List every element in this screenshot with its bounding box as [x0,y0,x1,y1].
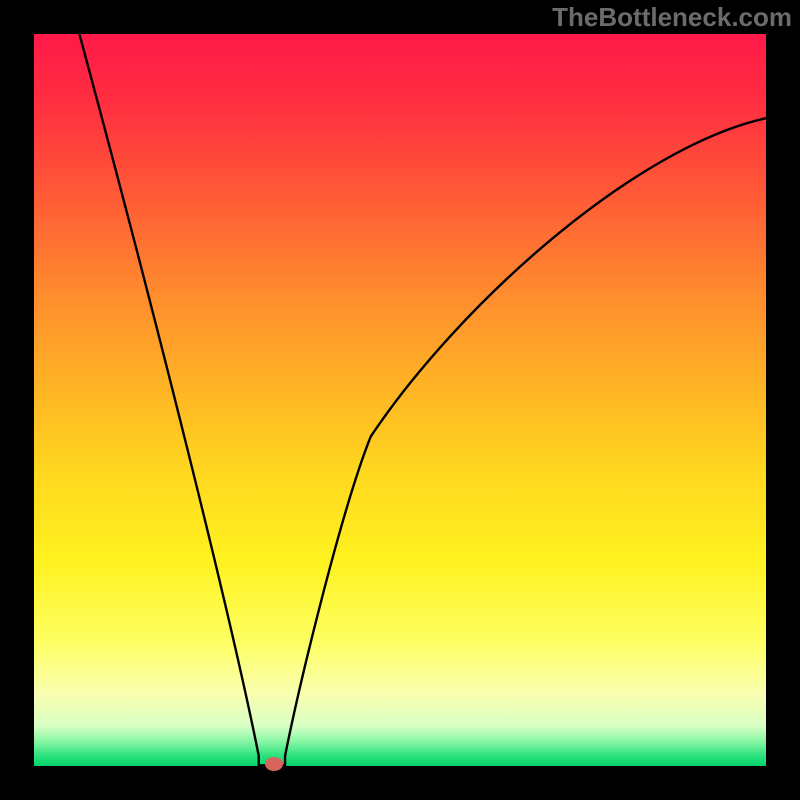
curve-layer [34,34,766,766]
vertex-marker [265,757,283,771]
plot-area [34,34,766,766]
chart-frame: TheBottleneck.com [0,0,800,800]
bottleneck-curve [79,34,766,765]
watermark-text: TheBottleneck.com [552,2,792,33]
